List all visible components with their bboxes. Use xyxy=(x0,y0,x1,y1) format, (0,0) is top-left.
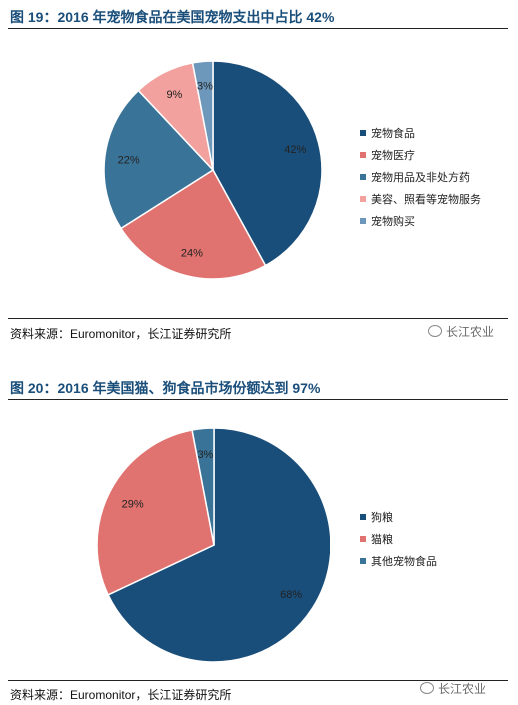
legend-label: 宠物食品 xyxy=(371,128,415,140)
figure-20-source: 资料来源：Euromonitor，长江证券研究所 xyxy=(10,688,232,702)
legend-label: 其他宠物食品 xyxy=(371,556,437,568)
legend-swatch xyxy=(360,130,366,136)
figure-19-source: 资料来源：Euromonitor，长江证券研究所 xyxy=(10,327,232,341)
pie-slice-1 xyxy=(212,60,323,267)
pie-slice-1 xyxy=(107,427,330,663)
figure-20-legend: 狗粮猫粮其他宠物食品 xyxy=(360,507,437,573)
legend-swatch xyxy=(360,196,366,202)
figure-19-source-rule xyxy=(8,318,508,319)
pie-slice-2 xyxy=(119,168,267,280)
legend-label: 美容、照看等宠物服务 xyxy=(371,194,481,206)
legend-swatch xyxy=(360,536,366,542)
figure-20-pie-chart: 68% 29% 3% xyxy=(96,427,330,663)
figure-19-watermark: 长江农业 xyxy=(428,323,494,340)
watermark-label: 长江农业 xyxy=(446,325,495,339)
legend-item-3: 宠物用品及非处方药 xyxy=(360,167,481,189)
pie-slice-label-2: 24% xyxy=(181,247,203,259)
legend-item-1: 狗粮 xyxy=(360,507,437,529)
legend-item-2: 猫粮 xyxy=(360,529,437,551)
pie-slice-label-3: 22% xyxy=(118,154,140,166)
pie-slice-label-1: 68% xyxy=(280,589,302,601)
legend-label: 宠物医疗 xyxy=(371,150,415,162)
pie-slice-label-3: 3% xyxy=(197,449,213,461)
figure-19-title-rule xyxy=(8,28,508,29)
legend-item-5: 宠物购买 xyxy=(360,211,481,233)
legend-swatch xyxy=(360,558,366,564)
wechat-logo-icon xyxy=(428,325,442,337)
legend-swatch xyxy=(360,152,366,158)
pie-slice-label-2: 29% xyxy=(122,499,144,511)
pie-slice-2 xyxy=(96,429,215,596)
figure-20-title-rule xyxy=(8,399,508,400)
pie-slice-3 xyxy=(103,89,215,230)
pie-slice-5 xyxy=(191,60,214,171)
pie-slice-3 xyxy=(191,427,215,546)
legend-label: 宠物用品及非处方药 xyxy=(371,172,470,184)
pie-slice-label-4: 9% xyxy=(166,89,182,101)
wechat-logo-icon xyxy=(420,682,434,694)
watermark-label: 长江农业 xyxy=(438,682,487,696)
pie-slice-label-5: 3% xyxy=(197,80,213,92)
legend-label: 狗粮 xyxy=(371,512,393,524)
figure-19-pie-chart: 42% 24% 22% 9% 3% xyxy=(103,60,323,280)
figure-20-title: 图 20：2016 年美国猫、狗食品市场份额达到 97% xyxy=(10,380,321,396)
legend-swatch xyxy=(360,514,366,520)
figure-20-source-rule xyxy=(8,680,508,681)
figure-19-legend: 宠物食品宠物医疗宠物用品及非处方药 美容、照看等宠物服务 宠物购买 xyxy=(360,123,481,233)
legend-label: 猫粮 xyxy=(371,534,393,546)
legend-label: 宠物购买 xyxy=(371,216,415,228)
legend-item-4: 美容、照看等宠物服务 xyxy=(360,189,481,211)
legend-item-2: 宠物医疗 xyxy=(360,145,481,167)
pie-slice-label-1: 42% xyxy=(284,144,306,156)
legend-swatch xyxy=(360,218,366,224)
legend-swatch xyxy=(360,174,366,180)
figure-20-watermark: 长江农业 xyxy=(420,680,486,697)
legend-item-3: 其他宠物食品 xyxy=(360,551,437,573)
figure-19-title: 图 19：2016 年宠物食品在美国宠物支出中占比 42% xyxy=(10,9,335,25)
legend-item-1: 宠物食品 xyxy=(360,123,481,145)
